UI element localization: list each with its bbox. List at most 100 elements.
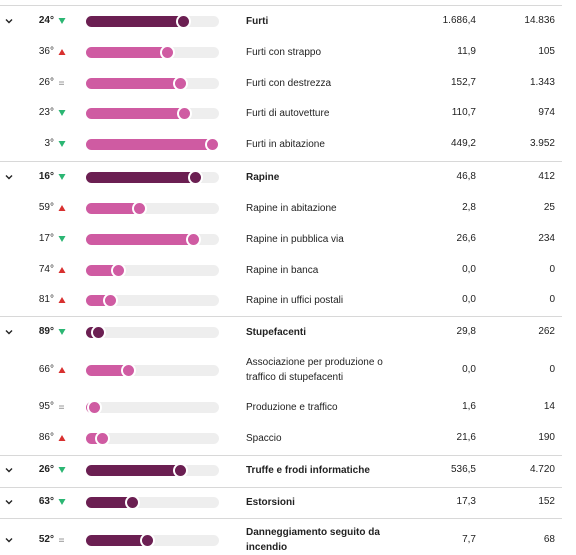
trend-down-icon <box>58 328 66 336</box>
rank-value: 3° <box>44 138 54 149</box>
rank-bar-fill <box>86 203 142 214</box>
rate-value: 11,9 <box>457 46 476 57</box>
chevron-down-icon[interactable] <box>3 15 15 27</box>
rank-value: 81° <box>38 294 54 305</box>
rank-bar-knob <box>173 463 188 478</box>
rank-bar-track <box>86 325 219 340</box>
rate-value: 29,8 <box>456 326 476 337</box>
crime-category-label: Furti con destrezza <box>246 78 332 89</box>
rank-bar-track <box>86 463 219 478</box>
rank-bar-knob <box>186 232 201 247</box>
chevron-down-icon[interactable] <box>3 464 15 476</box>
group-divider <box>0 161 562 162</box>
rank-bar-track <box>86 106 219 121</box>
rank-value: 36° <box>38 46 54 57</box>
trend-up-icon <box>58 434 66 442</box>
trend-down-icon <box>58 17 66 25</box>
rank-bar-track <box>86 232 219 247</box>
table-top-border <box>0 5 562 6</box>
count-value: 68 <box>543 534 555 545</box>
crime-category-label: Rapine in banca <box>246 265 319 276</box>
rank-bar-knob <box>177 106 192 121</box>
rank-value: 89° <box>38 326 54 337</box>
rank-bar-fill <box>86 535 150 546</box>
trend-up-icon <box>58 366 66 374</box>
trend-down-icon <box>58 235 66 243</box>
trend-up-icon <box>58 204 66 212</box>
rank-bar-track <box>86 363 219 378</box>
rank-bar-fill <box>86 234 196 245</box>
group-divider <box>0 487 562 488</box>
chevron-down-icon[interactable] <box>3 496 15 508</box>
rate-value: 1,6 <box>462 401 476 412</box>
crime-category-label: Rapine in pubblica via <box>246 234 344 245</box>
rank-value: 63° <box>38 496 54 507</box>
crime-category-label: Rapine <box>246 172 280 183</box>
rate-value: 449,2 <box>450 138 476 149</box>
crime-category-label: Produzione e traffico <box>246 402 338 413</box>
rank-bar-fill <box>86 139 215 150</box>
rate-value: 2,8 <box>462 202 476 213</box>
count-value: 3.952 <box>529 138 555 149</box>
rate-value: 17,3 <box>456 496 476 507</box>
count-value: 190 <box>538 432 555 443</box>
crime-category-label: Furti <box>246 16 269 27</box>
crime-category-label: Furti con strappo <box>246 47 322 58</box>
rank-bar-track <box>86 263 219 278</box>
count-value: 152 <box>538 496 555 507</box>
group-divider <box>0 518 562 519</box>
rank-bar-knob <box>111 263 126 278</box>
group-divider <box>0 455 562 456</box>
rank-value: 52° <box>38 534 54 545</box>
rate-value: 26,6 <box>456 233 476 244</box>
rate-value: 0,0 <box>462 264 476 275</box>
rate-value: 21,6 <box>456 432 476 443</box>
rank-bar-knob <box>132 201 147 216</box>
rank-value: 74° <box>38 264 54 275</box>
count-value: 0 <box>549 364 555 375</box>
count-value: 262 <box>538 326 555 337</box>
rank-value: 26° <box>38 464 54 475</box>
rank-bar-track <box>86 76 219 91</box>
crime-category-label: Rapine in uffici postali <box>246 295 344 306</box>
count-value: 974 <box>538 107 555 118</box>
rate-value: 110,7 <box>451 107 476 118</box>
trend-up-icon <box>58 296 66 304</box>
crime-category-label: Furti di autovetture <box>246 108 330 119</box>
trend-down-icon <box>58 498 66 506</box>
crime-category-label: Spaccio <box>246 433 282 444</box>
crime-category-label: Danneggiamento seguito da incendio <box>246 527 380 553</box>
chevron-down-icon[interactable] <box>3 326 15 338</box>
count-value: 14 <box>543 401 555 412</box>
rate-value: 152,7 <box>450 77 476 88</box>
rank-bar-track <box>86 431 219 446</box>
rank-bar-fill <box>86 108 187 119</box>
rate-value: 536,5 <box>450 464 476 475</box>
chevron-down-icon[interactable] <box>3 171 15 183</box>
trend-up-icon <box>58 266 66 274</box>
rank-value: 17° <box>38 233 54 244</box>
rank-bar-knob <box>173 76 188 91</box>
rank-bar-track <box>86 137 220 152</box>
rank-bar-track <box>86 533 219 548</box>
trend-down-icon <box>58 140 66 148</box>
rank-bar-track <box>86 170 219 185</box>
rank-bar-knob <box>125 495 140 510</box>
rate-value: 1.686,4 <box>442 15 476 26</box>
chevron-down-icon[interactable] <box>3 534 15 546</box>
rank-bar-knob <box>176 14 191 29</box>
group-divider <box>0 316 562 317</box>
rate-value: 46,8 <box>456 171 476 182</box>
rank-bar-knob <box>91 325 106 340</box>
rank-bar-fill <box>86 16 186 27</box>
rank-bar-knob <box>95 431 110 446</box>
count-value: 4.720 <box>529 464 555 475</box>
rank-value: 66° <box>38 364 54 375</box>
trend-equal-icon <box>58 79 66 87</box>
rank-bar-track <box>86 201 219 216</box>
rank-bar-knob <box>205 137 220 152</box>
count-value: 25 <box>543 202 555 213</box>
crime-category-label: Truffe e frodi informatiche <box>246 465 370 476</box>
rank-bar-track <box>86 495 219 510</box>
